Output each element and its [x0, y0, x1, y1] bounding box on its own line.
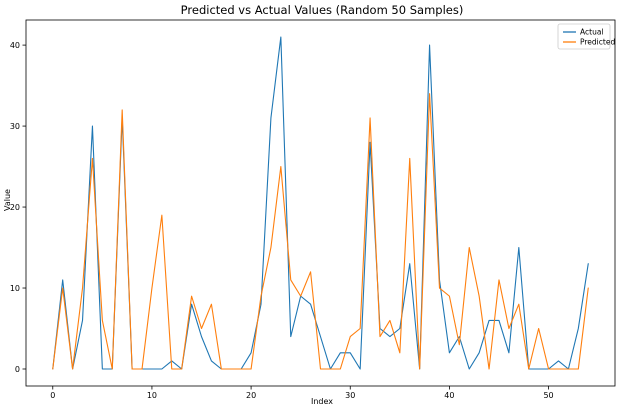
plot-frame	[25, 19, 616, 387]
x-tick-label: 50	[543, 391, 553, 400]
x-tick-label: 30	[345, 391, 355, 400]
legend-box	[557, 23, 611, 50]
plot-area: 0 10 20 30 40 50 0 10 20 30 40	[10, 19, 616, 400]
y-tick-label: 0	[15, 365, 20, 374]
x-tick-label: 40	[444, 391, 454, 400]
y-tick-label: 30	[10, 122, 20, 131]
x-axis-label: Index	[311, 397, 333, 406]
legend-label-actual: Actual	[580, 28, 604, 37]
y-tick-label: 40	[10, 41, 20, 50]
x-tick-label: 0	[50, 391, 55, 400]
y-axis-label: Value	[3, 189, 12, 211]
legend-label-predicted: Predicted	[580, 38, 615, 47]
chart-title: Predicted vs Actual Values (Random 50 Sa…	[181, 3, 464, 17]
x-tick-label: 10	[147, 391, 157, 400]
y-tick-label: 10	[10, 284, 20, 293]
x-tick-label: 20	[246, 391, 256, 400]
series-line-predicted	[52, 93, 589, 370]
y-tick-label: 20	[10, 203, 20, 212]
series-line-actual	[52, 36, 589, 370]
